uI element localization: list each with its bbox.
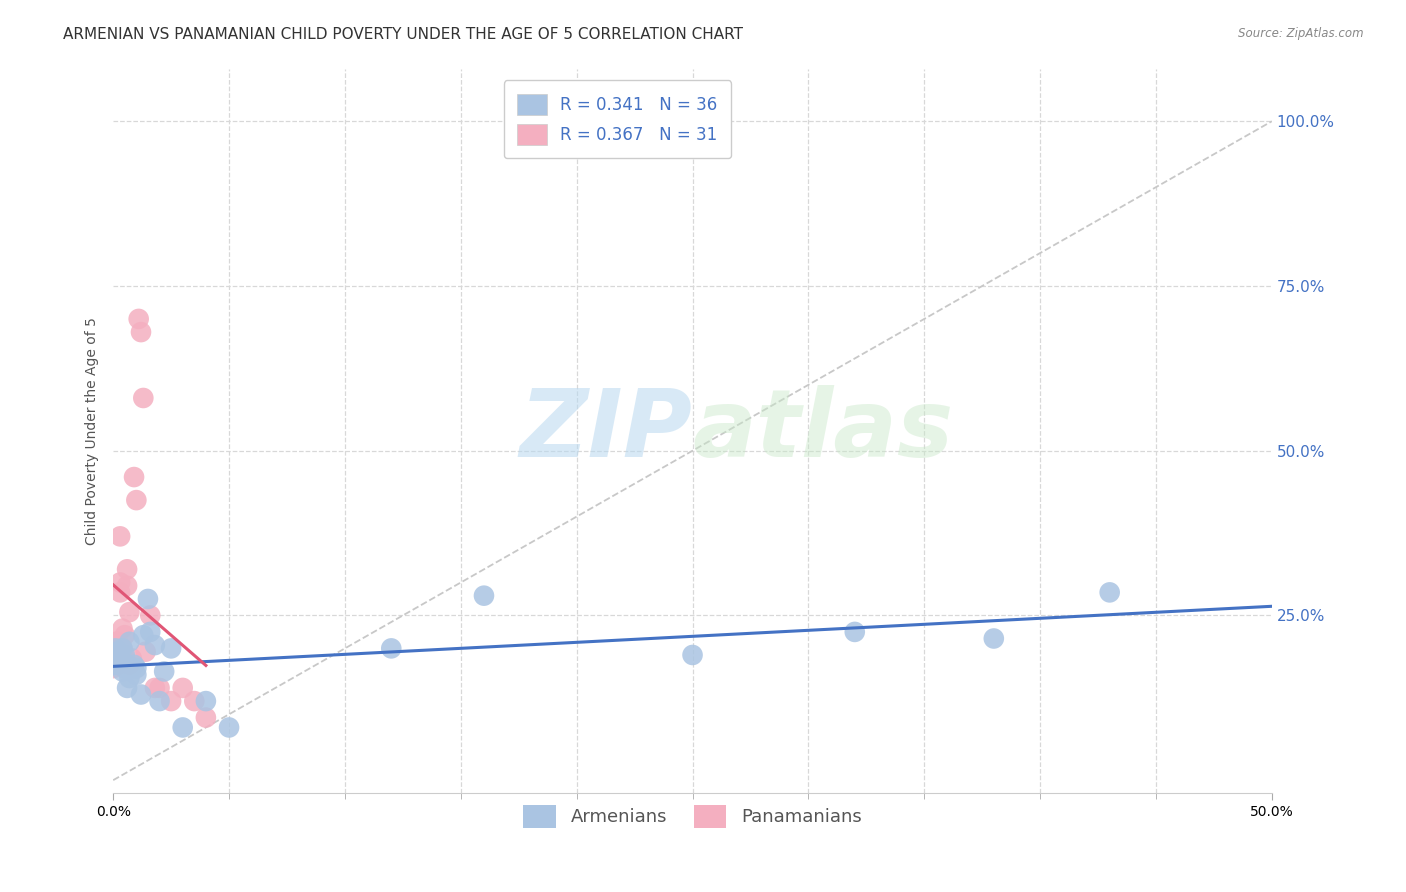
- Point: [129, 325, 152, 339]
- Point: [115, 579, 138, 593]
- Point: [125, 661, 148, 675]
- Point: [107, 645, 129, 659]
- Point: [107, 657, 129, 672]
- Point: [111, 665, 134, 679]
- Point: [114, 661, 136, 675]
- Point: [153, 665, 176, 679]
- Point: [844, 624, 866, 639]
- Text: ZIP: ZIP: [520, 385, 693, 477]
- Point: [104, 651, 127, 665]
- Point: [108, 585, 131, 599]
- Point: [983, 632, 1005, 646]
- Point: [111, 641, 134, 656]
- Point: [129, 688, 152, 702]
- Point: [114, 648, 136, 662]
- Point: [172, 681, 194, 695]
- Point: [125, 667, 148, 681]
- Point: [114, 651, 136, 665]
- Point: [108, 575, 131, 590]
- Point: [115, 657, 138, 672]
- Point: [103, 657, 125, 672]
- Point: [122, 470, 145, 484]
- Point: [148, 694, 170, 708]
- Point: [148, 681, 170, 695]
- Point: [136, 591, 159, 606]
- Point: [115, 562, 138, 576]
- Y-axis label: Child Poverty Under the Age of 5: Child Poverty Under the Age of 5: [86, 317, 100, 545]
- Point: [111, 641, 134, 656]
- Point: [103, 645, 125, 659]
- Point: [143, 638, 166, 652]
- Point: [122, 657, 145, 672]
- Text: ARMENIAN VS PANAMANIAN CHILD POVERTY UNDER THE AGE OF 5 CORRELATION CHART: ARMENIAN VS PANAMANIAN CHILD POVERTY UND…: [63, 27, 744, 42]
- Point: [108, 657, 131, 672]
- Point: [143, 681, 166, 695]
- Point: [1098, 585, 1121, 599]
- Point: [118, 634, 141, 648]
- Point: [128, 312, 150, 326]
- Point: [183, 694, 205, 708]
- Point: [194, 694, 217, 708]
- Point: [114, 628, 136, 642]
- Point: [160, 641, 183, 656]
- Point: [380, 641, 402, 656]
- Point: [139, 624, 162, 639]
- Point: [218, 721, 240, 735]
- Text: Source: ZipAtlas.com: Source: ZipAtlas.com: [1239, 27, 1364, 40]
- Point: [139, 608, 162, 623]
- Point: [107, 634, 129, 648]
- Point: [104, 651, 127, 665]
- Text: atlas: atlas: [693, 385, 953, 477]
- Point: [104, 641, 127, 656]
- Point: [121, 661, 143, 675]
- Point: [132, 628, 155, 642]
- Point: [118, 605, 141, 619]
- Point: [121, 651, 143, 665]
- Point: [107, 657, 129, 672]
- Point: [108, 529, 131, 543]
- Point: [682, 648, 704, 662]
- Point: [194, 710, 217, 724]
- Point: [132, 391, 155, 405]
- Point: [172, 721, 194, 735]
- Point: [135, 645, 157, 659]
- Point: [104, 634, 127, 648]
- Point: [472, 589, 495, 603]
- Legend: Armenians, Panamanians: Armenians, Panamanians: [516, 797, 869, 835]
- Point: [115, 681, 138, 695]
- Point: [125, 493, 148, 508]
- Point: [108, 651, 131, 665]
- Point: [118, 657, 141, 672]
- Point: [111, 622, 134, 636]
- Point: [160, 694, 183, 708]
- Point: [118, 671, 141, 685]
- Point: [103, 661, 125, 675]
